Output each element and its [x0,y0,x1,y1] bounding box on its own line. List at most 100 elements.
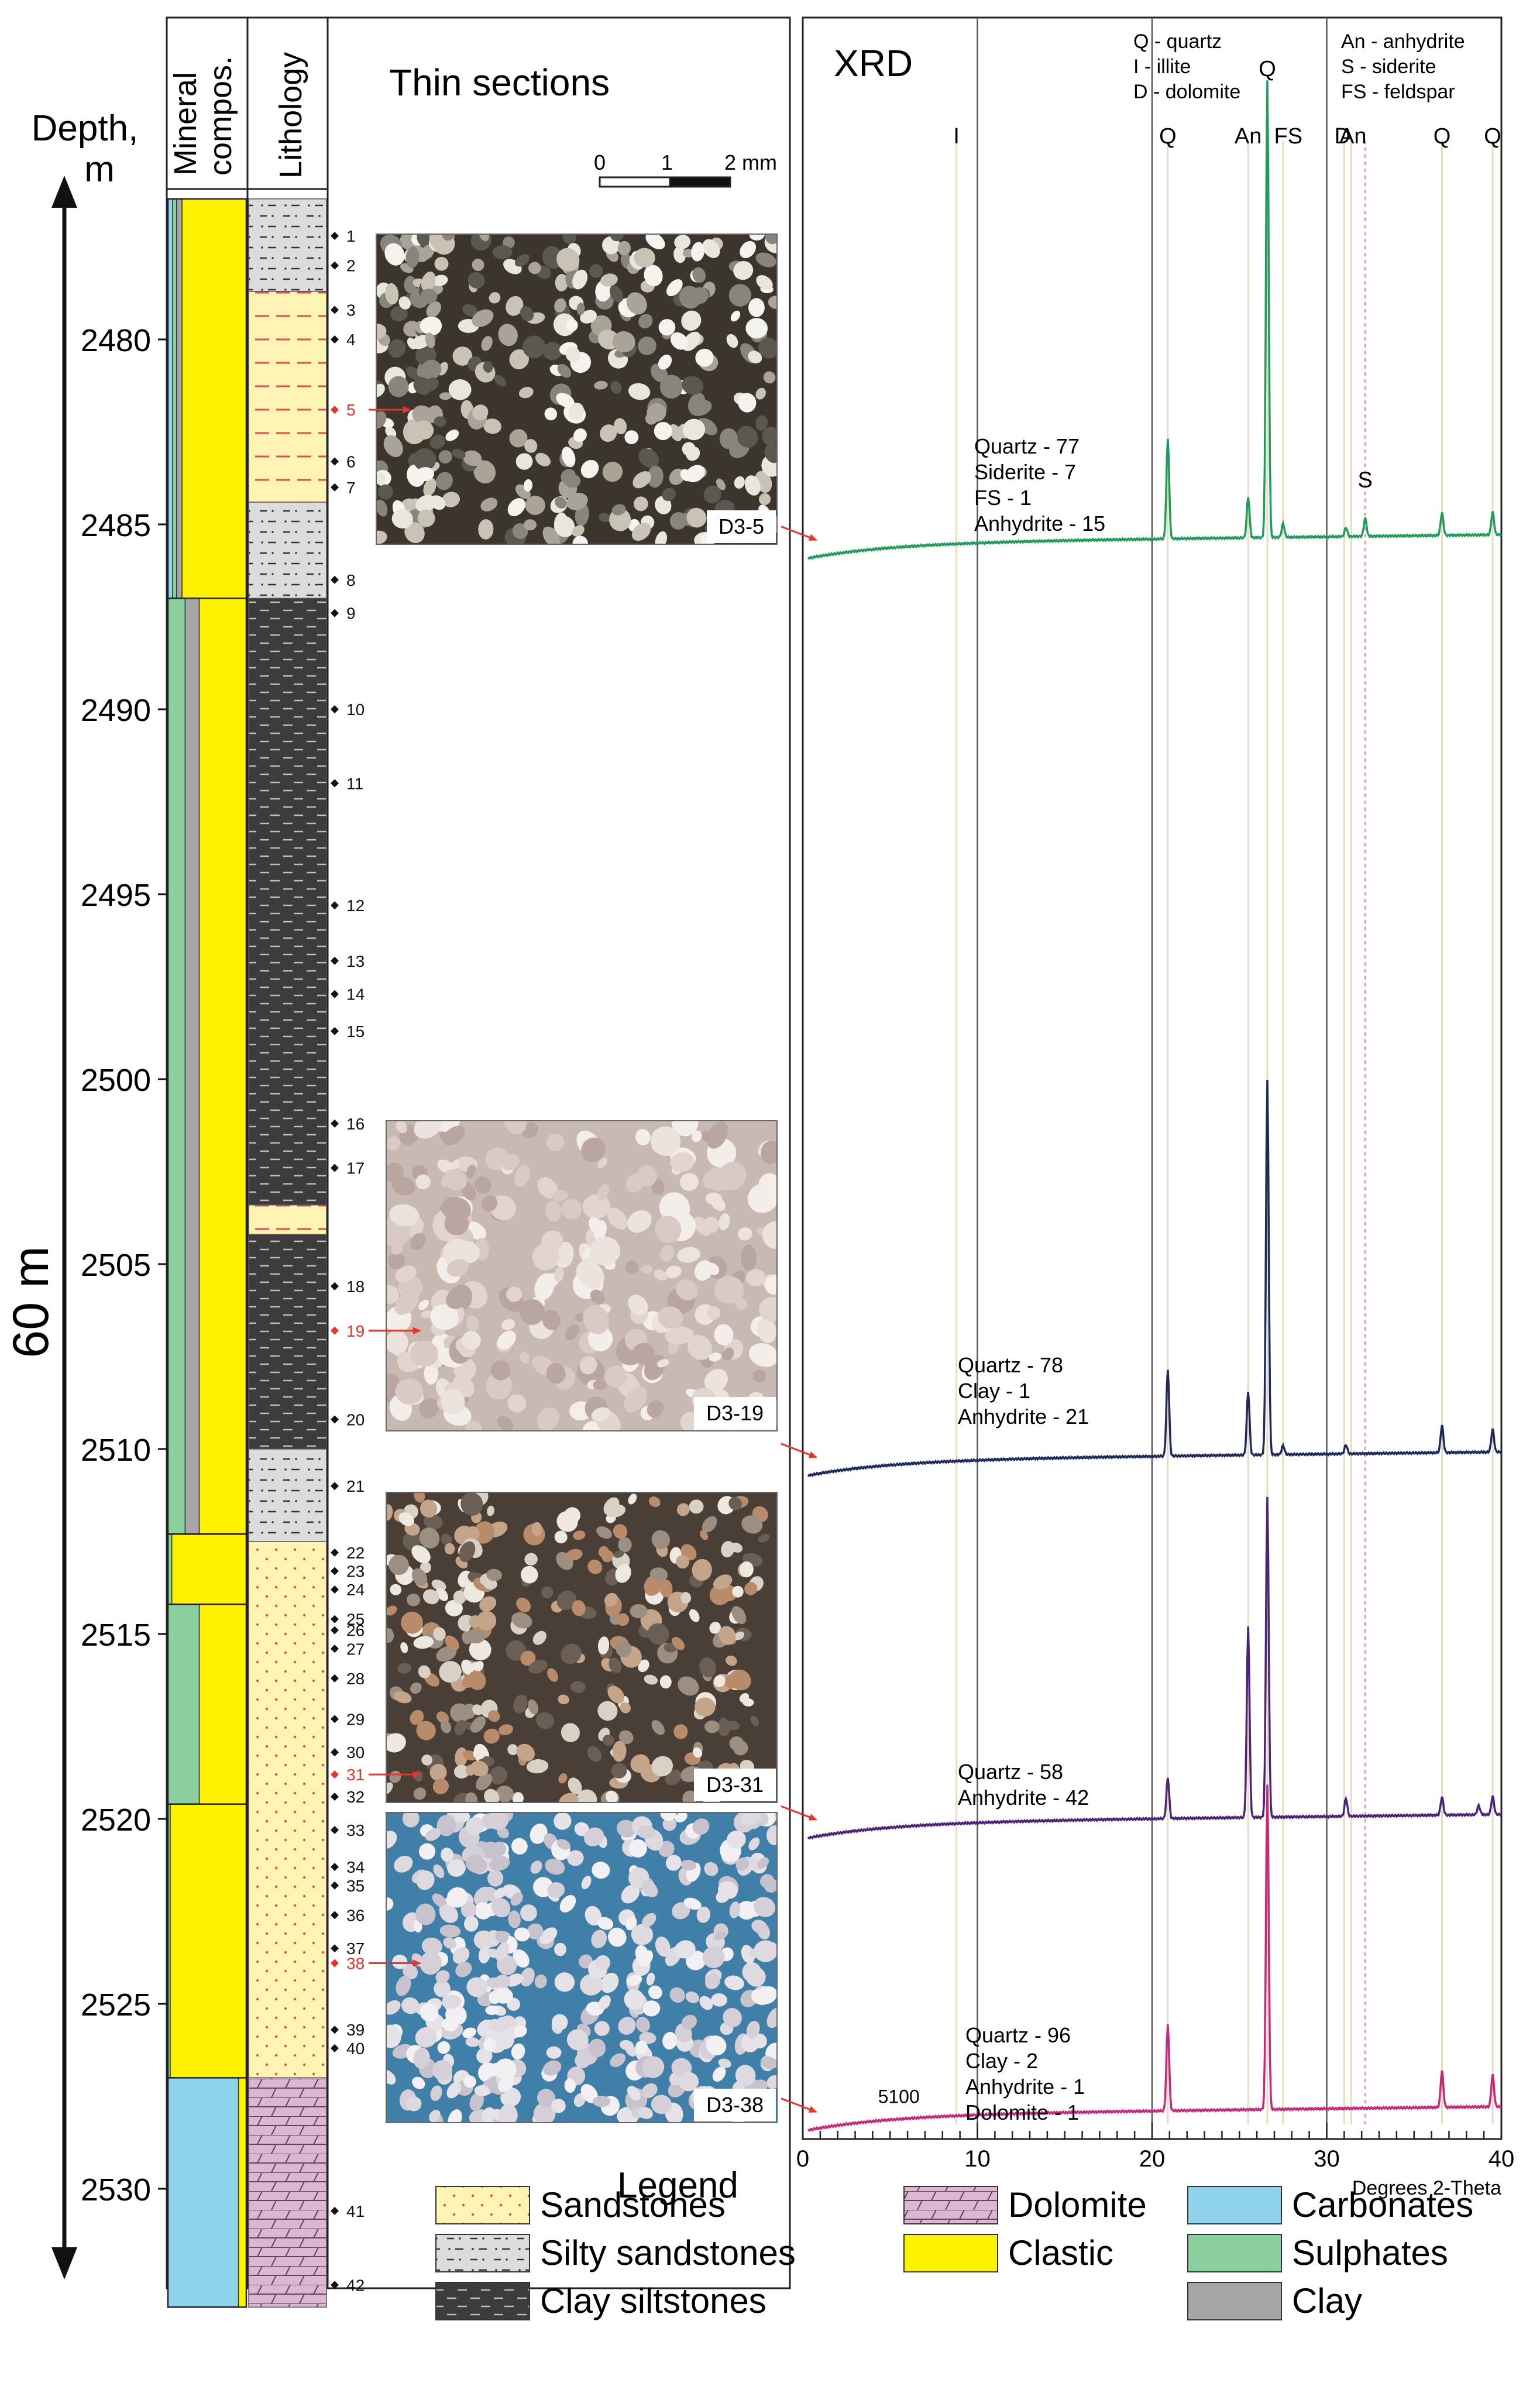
mineral-grain [511,2043,525,2060]
thin-section-image [386,1812,777,2123]
mineral-grain [638,1659,649,1673]
mineral-grain [469,2092,484,2111]
mineral-grain [564,1507,580,1524]
mineral-grain [590,1237,620,1266]
arrow-up-icon [51,176,77,208]
mineral-grain [587,1746,602,1762]
mineral-grain [707,1306,721,1320]
sample-diamond [331,1026,339,1035]
mineral-grain [388,1252,405,1269]
thin-section-label-box [694,2089,776,2121]
mineral-grain [646,1972,655,1986]
mineral-grain [413,1636,434,1649]
mineral-grain [393,1691,412,1704]
mineral-grain [628,383,651,400]
mineral-grain [612,331,635,353]
lithology-column [248,198,327,2308]
mineral-grain [704,1369,728,1392]
mineral-grain [470,1760,489,1777]
series-arrow [781,2097,817,2113]
mineral-grain [445,430,459,441]
mineral-grain [688,1335,713,1360]
mineral-grain [742,1962,762,1983]
mineral-grain [545,1858,565,1875]
mineral-grain [422,1589,439,1605]
mineral-grain [582,1304,610,1334]
xrd-tick-label: 0 [796,2146,809,2172]
mineral-grain [681,310,702,331]
mineral-grain [432,2060,453,2081]
mineral-grain [735,1858,750,1871]
mineral-grain [705,1192,723,1205]
mineral-grain [414,1770,423,1782]
mineral-grain [526,1759,549,1774]
sample-diamond [331,305,339,314]
mineral-grain [395,1378,424,1405]
mineral-grain [460,1901,477,1918]
mineral-grain [472,258,484,272]
sample-number: 13 [346,952,365,970]
mineral-grain [638,314,653,329]
mineral-grain [648,1985,662,2000]
xrd-chart: Q - quartz I - illite D - dolomite An - anh… [781,18,1514,2199]
mineral-grain [436,472,453,490]
mineral-grain [506,1286,522,1302]
xrd-line [807,1079,1503,1478]
mineral-grain [558,1694,569,1705]
mineral-grain [753,2079,768,2091]
mineral-grain [572,1600,586,1616]
peak-label: An [1235,124,1261,149]
thin-section-D3-31: D3-31 [369,1492,778,1803]
mineral-grain [470,1716,486,1733]
mineral-grain [400,1642,408,1653]
mineral-grain [556,1590,577,1611]
mineral-grain [762,1221,777,1249]
legend-swatch-dolomite [903,2186,998,2224]
mineral-grain [695,1697,716,1716]
mineral-grain [433,1864,445,1879]
legend-label: Clastic [1008,2233,1113,2272]
mineral-grain [384,243,405,266]
mineral-grain [717,1718,730,1736]
mineral-grain [675,1812,688,1823]
mineral-grain [731,1606,747,1625]
mineral-grain [637,1825,656,1839]
mineral-grain [413,2047,430,2069]
mineral-grain [556,248,580,272]
mineral-grain [514,254,530,267]
mineral-grain [748,1343,777,1367]
mineral-grain [704,1720,720,1733]
mineral-grain [386,1628,394,1643]
mineral-grain [611,1763,627,1779]
mineral-grain [443,1937,456,1949]
mineral-grain [441,1533,452,1546]
mineral-grain [425,1828,441,1841]
mineral-grain [644,1674,658,1685]
mineral-grain [594,2021,610,2036]
mineral-grain [610,285,624,303]
mineral-grain [768,296,777,310]
mineral-grain [507,1394,527,1413]
thin-section-label: D3-31 [706,1773,764,1797]
mineral-grain [392,1954,408,1969]
mineral-grain [649,1567,668,1582]
mineral-grain [585,1906,602,1926]
composition-line: Clay - 1 [958,1379,1030,1403]
mineral-grain [704,1167,733,1191]
mineral-grain [520,1565,538,1584]
mineral-grain [397,1663,412,1674]
mineral-grain [748,1837,760,1850]
mineral-grain [634,496,648,511]
mineral-grain [565,1324,579,1341]
mineral-grain [429,434,445,449]
mineral-band [238,2077,247,2308]
mineral-grain [416,1870,435,1890]
mineral-grain [685,465,705,483]
mineral-grain [588,2038,606,2058]
mineral-grain [410,1709,424,1725]
mineral-grain [405,366,420,380]
mineral-grain [452,449,466,459]
mineral-grain [746,2020,760,2039]
mineral-grain [546,2046,562,2059]
